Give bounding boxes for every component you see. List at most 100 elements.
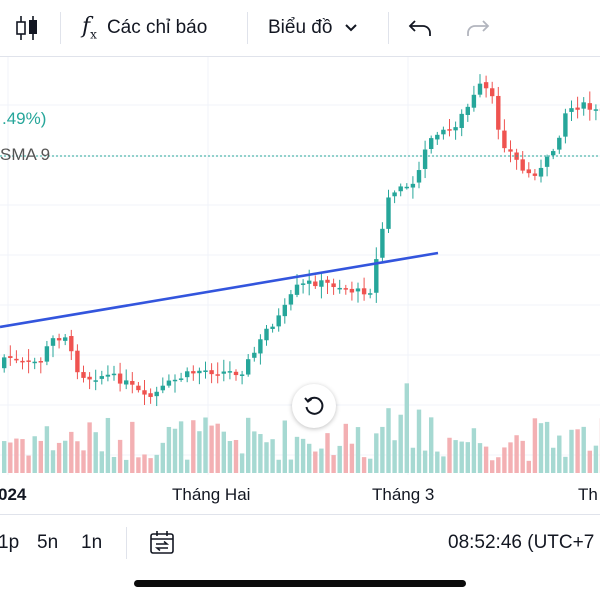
volume-bar [422, 450, 428, 473]
candle-body [349, 288, 355, 293]
candlestick-icon[interactable] [14, 0, 44, 56]
undo-icon [408, 20, 431, 36]
x-axis-label-next: Th [578, 485, 598, 504]
volume-bar [233, 439, 239, 473]
candle-body [44, 346, 50, 362]
candle-body [307, 280, 312, 284]
redo-icon [467, 20, 490, 36]
candle-body [288, 294, 294, 305]
calendar-range-icon [150, 531, 174, 554]
volume-bar [172, 428, 178, 473]
candle-body [221, 371, 226, 374]
candle-body [337, 287, 342, 290]
reset-chart-button[interactable] [292, 384, 336, 428]
candle-body [124, 380, 129, 385]
volume-bar [264, 442, 269, 473]
toolbar-separator [388, 12, 389, 44]
candle-body [368, 293, 373, 295]
candle-body [563, 113, 568, 137]
volume-bar [215, 423, 220, 473]
volume-bar [294, 436, 300, 473]
volume-bar [410, 447, 416, 473]
candle-body [160, 385, 165, 391]
candle-body [447, 129, 452, 131]
redo-button[interactable] [464, 0, 490, 56]
chart-type-button[interactable]: Biểu đồ [268, 0, 358, 56]
volume-bar [282, 420, 287, 473]
candle-body [294, 284, 300, 295]
volume-bar [124, 459, 129, 473]
candle-body [148, 393, 153, 397]
change-percent: .49%) [2, 109, 46, 128]
candle-body [252, 352, 257, 358]
indicators-button[interactable]: fx Các chỉ báo [82, 0, 207, 56]
trend-line [0, 251, 439, 329]
candle-body [26, 360, 31, 362]
volume-bar [38, 440, 43, 473]
candle-body [227, 371, 233, 373]
volume-bar [93, 432, 98, 473]
volume-bar [581, 426, 586, 473]
volume-bar [392, 440, 397, 473]
bottom-separator [126, 527, 127, 559]
candle-body [313, 281, 318, 287]
candle-body [209, 370, 214, 375]
candle-body [50, 338, 56, 346]
candle-body [465, 106, 470, 115]
candle-body [32, 361, 37, 364]
volume-bar [2, 441, 7, 473]
volume-bar [502, 447, 507, 473]
volume-bar [453, 440, 458, 473]
volume-bar [160, 442, 165, 473]
candle-body [325, 279, 330, 283]
candle-body [93, 380, 98, 382]
candle-body [502, 130, 507, 149]
candle-body [87, 376, 92, 380]
volume-bar [142, 454, 147, 473]
chart-type-label: Biểu đồ [268, 17, 333, 38]
volume-bar [63, 440, 68, 473]
volume-bar [81, 450, 86, 473]
volume-bar [258, 434, 263, 473]
sma-label: SMA 9 [0, 145, 50, 164]
candle-body [380, 228, 385, 258]
range-button-5n[interactable]: 5n [37, 532, 59, 553]
range-button-1p[interactable]: 1p [0, 532, 20, 553]
candle-body [111, 373, 117, 376]
function-icon: fx [82, 14, 97, 42]
candle-body [282, 304, 287, 317]
candle-body [239, 374, 245, 376]
volume-bar [361, 457, 367, 473]
candle-body [587, 103, 592, 110]
candle-body [20, 360, 25, 363]
volume-bar [191, 420, 196, 473]
volume-bar [538, 423, 544, 473]
volume-bar [416, 409, 422, 473]
volume-bar [319, 448, 324, 473]
volume-bar [50, 450, 56, 473]
range-button-1n[interactable]: 1n [81, 532, 103, 553]
candle-body [496, 95, 501, 130]
price-chart[interactable]: .49%) SMA 9 024 Tháng Hai Tháng 3 Th [0, 57, 600, 513]
volume-bar [569, 429, 574, 473]
candle-body [557, 137, 562, 150]
candle-body [105, 374, 111, 377]
candle-body [69, 336, 74, 352]
volume-bar [447, 437, 452, 473]
volume-bar [136, 457, 141, 473]
volume-bar [544, 421, 550, 473]
volume-bar [532, 418, 538, 473]
volume-bar [563, 456, 568, 473]
candle-body [117, 373, 123, 384]
volume-bar [593, 445, 599, 473]
candle-body [538, 167, 544, 177]
volume-bar [288, 459, 294, 473]
candle-body [142, 390, 147, 395]
volume-bar [483, 446, 489, 473]
candle-body [526, 169, 531, 174]
candle-body [172, 379, 178, 382]
date-range-button[interactable] [148, 515, 176, 571]
candle-body [416, 170, 422, 183]
undo-button[interactable] [408, 0, 434, 56]
candle-body [233, 371, 239, 376]
